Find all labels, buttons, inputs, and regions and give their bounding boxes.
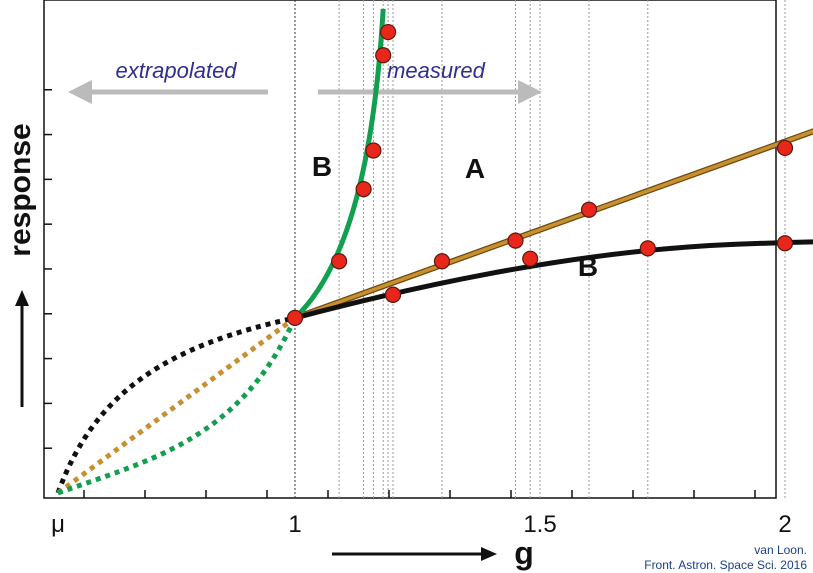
- y-axis-arrowhead: [15, 290, 29, 306]
- credit-journal: Front. Astron. Space Sci. 2016: [644, 558, 807, 572]
- data-point: [365, 142, 382, 159]
- series-lines: [293, 8, 813, 321]
- x-axis-arrowhead: [481, 547, 497, 561]
- plot-frame: [43, 0, 777, 499]
- series-line-b-green: [293, 8, 386, 320]
- data-point: [433, 253, 451, 270]
- x-tick-label: 1.5: [523, 511, 556, 538]
- series-line-b-black: [294, 239, 813, 321]
- x-tick-label: μ: [51, 511, 65, 538]
- axis-ticks: [44, 89, 756, 498]
- data-point: [580, 201, 598, 218]
- region-arrows: [68, 80, 542, 104]
- series-line-a: [294, 129, 813, 320]
- data-point: [639, 240, 656, 257]
- y-axis-label: response: [4, 123, 37, 256]
- extrapolated-curve-b-green: [57, 316, 298, 496]
- x-tick-label: 2: [778, 511, 791, 538]
- extrapolated-label: extrapolated: [115, 58, 237, 83]
- series-label-a: A: [465, 153, 485, 184]
- data-point: [355, 181, 372, 198]
- data-point: [776, 235, 794, 252]
- measured-arrowhead: [518, 80, 542, 104]
- data-point: [384, 286, 402, 303]
- data-point: [776, 139, 794, 157]
- data-points: [286, 23, 794, 326]
- data-point: [375, 47, 392, 64]
- extrapolated-curve-b-black: [55, 315, 296, 494]
- data-point: [380, 23, 397, 41]
- data-point: [507, 232, 524, 249]
- extrapolated-curves: [55, 315, 298, 496]
- series-label-b-black: B: [578, 251, 598, 282]
- gridlines: [294, 0, 786, 498]
- series-label-b-green: B: [312, 151, 332, 182]
- x-tick-label: 1: [288, 511, 301, 538]
- x-tick-labels: μ11.52x: [51, 511, 792, 538]
- credit-author: van Loon.: [754, 543, 807, 557]
- extrapolated-line-a: [56, 315, 297, 496]
- x-axis-label: g: [514, 535, 534, 571]
- data-point: [522, 250, 539, 267]
- data-point: [286, 309, 304, 326]
- measured-label: measured: [387, 58, 486, 83]
- extrapolated-arrowhead: [68, 80, 92, 104]
- data-point: [331, 253, 348, 270]
